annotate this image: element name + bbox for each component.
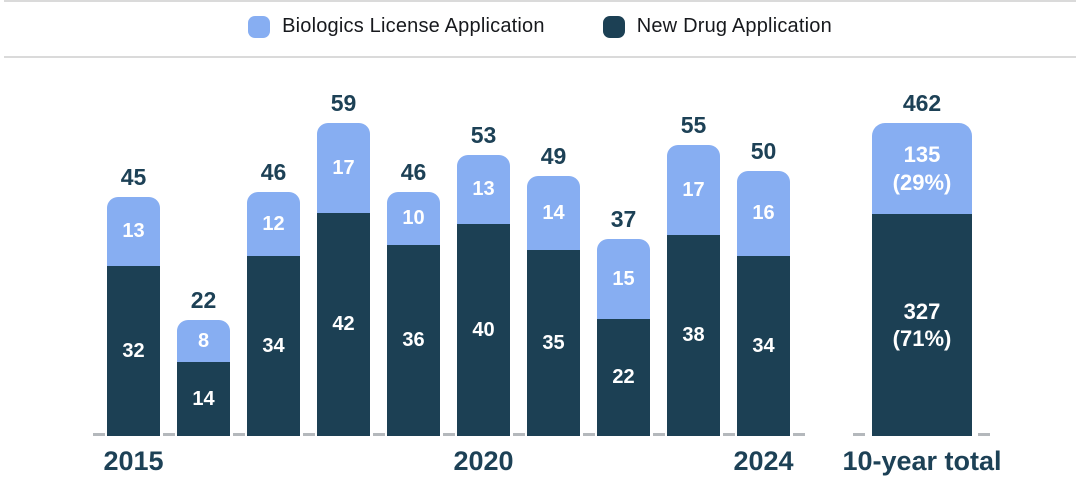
nda-segment: 42: [317, 213, 370, 436]
bar-group-2015: 45 13 32: [107, 166, 160, 436]
bar-group-2017: 46 12 34: [247, 161, 300, 436]
bla-segment: 16: [737, 171, 790, 256]
bar-total-value-label: 37: [610, 206, 637, 232]
legend-item-new-drug-application: New Drug Application: [602, 15, 832, 38]
legend-label-nda: New Drug Application: [636, 15, 832, 37]
bar-group-2020: 53 13 40: [457, 124, 510, 436]
nda-segment: 34: [247, 256, 300, 436]
bar-group-2022: 37 15 22: [597, 208, 650, 436]
bla-segment: 14: [527, 176, 580, 250]
nda-segment: 36: [387, 245, 440, 436]
x-axis-label-2020: 2020: [453, 446, 514, 476]
bla-segment: 8: [177, 320, 230, 362]
nda-segment: 38: [667, 235, 720, 436]
x-axis-label-2015: 2015: [103, 446, 164, 476]
legend: Biologics License Application New Drug A…: [0, 15, 1080, 38]
x-axis-label-2024: 2024: [733, 446, 794, 476]
bar-total-value-label: 22: [190, 287, 217, 313]
bar-group-2023: 55 17 38: [667, 114, 720, 436]
bar-group-2021: 49 14 35: [527, 145, 580, 436]
bar-total-value-label: 462: [902, 90, 942, 116]
legend-swatch-bla-icon: [248, 15, 271, 38]
bla-segment: 12: [247, 192, 300, 256]
nda-segment: 14: [177, 362, 230, 436]
x-axis-dashed-baseline-years: [93, 433, 807, 436]
bla-segment: 135 (29%): [872, 123, 972, 214]
bar-group-2024: 50 16 34: [737, 140, 790, 436]
nda-segment: 40: [457, 224, 510, 436]
bar-total-value-label: 46: [260, 159, 287, 185]
top-border-line: [4, 0, 1076, 2]
bar-group-2016: 22 8 14: [177, 289, 230, 436]
nda-segment: 32: [107, 266, 160, 436]
bla-segment: 17: [667, 145, 720, 235]
bla-segment: 13: [457, 155, 510, 224]
x-axis-label-10-year-total: 10-year total: [842, 446, 1002, 476]
bla-segment: 10: [387, 192, 440, 245]
nda-segment: 34: [737, 256, 790, 436]
bar-total-value-label: 55: [680, 112, 707, 138]
bla-segment: 17: [317, 123, 370, 213]
bar-total-value-label: 59: [330, 90, 357, 116]
bla-segment: 15: [597, 239, 650, 319]
nda-segment: 327 (71%): [872, 214, 972, 436]
bla-segment: 13: [107, 197, 160, 266]
legend-item-biologics-license-application: Biologics License Application: [248, 15, 545, 38]
nda-segment: 35: [527, 250, 580, 436]
bar-group-2019: 46 10 36: [387, 161, 440, 436]
bar-total-value-label: 46: [400, 159, 427, 185]
legend-divider-line: [4, 56, 1076, 58]
bar-total-value-label: 50: [750, 138, 777, 164]
bar-total-value-label: 49: [540, 143, 567, 169]
legend-swatch-nda-icon: [602, 15, 625, 38]
bar-group-10-year-total: 462 135 (29%) 327 (71%): [872, 92, 972, 436]
bar-total-value-label: 45: [120, 164, 147, 190]
nda-segment: 22: [597, 319, 650, 436]
legend-label-bla: Biologics License Application: [282, 15, 545, 37]
bar-group-2018: 59 17 42: [317, 92, 370, 436]
bar-total-value-label: 53: [470, 122, 497, 148]
